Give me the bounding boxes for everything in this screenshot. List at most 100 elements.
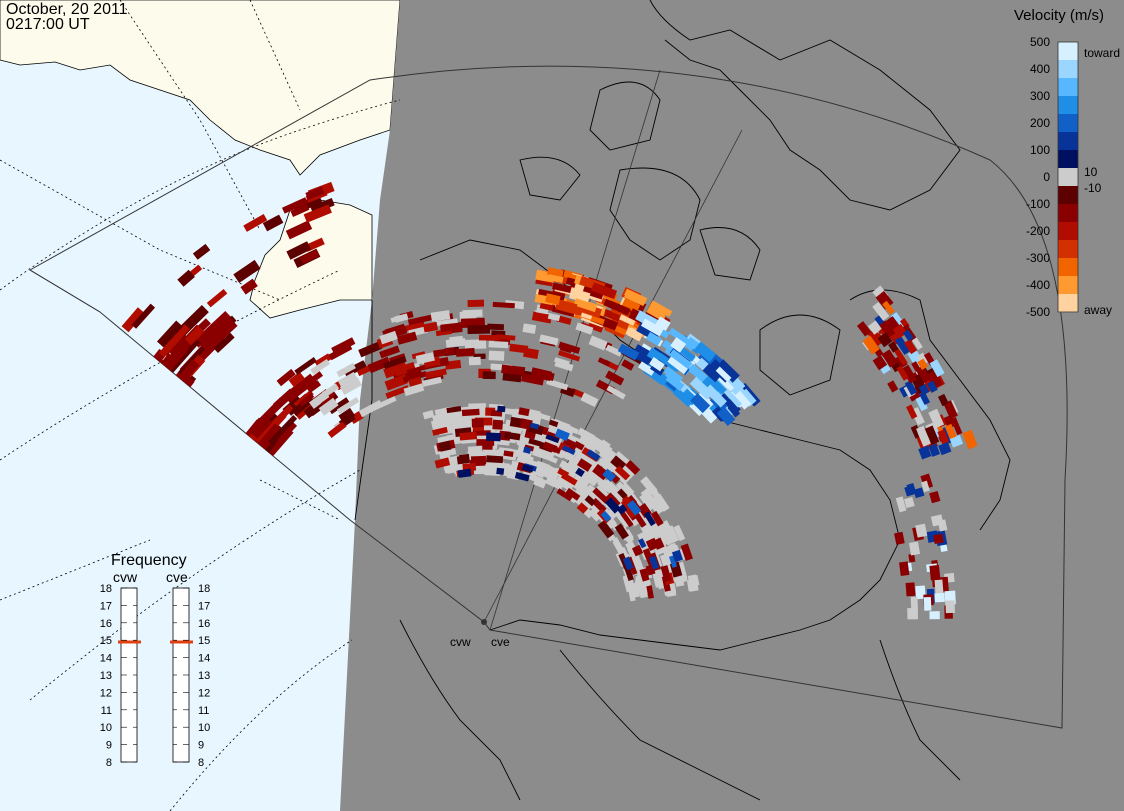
velocity-cell [620, 511, 634, 528]
velocity-cell [926, 380, 938, 393]
velocity-cell [470, 455, 487, 465]
velocity-cell [545, 293, 561, 305]
frequency-tick-right: 13 [198, 670, 210, 682]
velocity-cell [446, 465, 457, 474]
velocity-cell [580, 392, 599, 407]
velocity-cell [928, 443, 941, 457]
velocity-cell [271, 419, 298, 446]
velocity-cell [394, 313, 409, 323]
velocity-cell [290, 203, 310, 218]
velocity-cell [602, 468, 616, 482]
velocity-cell [531, 311, 553, 324]
velocity-cell [418, 376, 442, 388]
velocity-cell [701, 374, 722, 395]
velocity-cell [358, 400, 383, 418]
velocity-cell [617, 343, 640, 361]
velocity-cell [467, 324, 491, 335]
velocity-cell [539, 334, 559, 346]
velocity-cell [631, 544, 644, 557]
radar-label-cve: cve [491, 635, 510, 649]
velocity-cell [561, 437, 578, 452]
velocity-cell [529, 422, 540, 430]
velocity-cell [338, 407, 356, 424]
velocity-cell [666, 525, 680, 543]
velocity-cell [401, 321, 426, 333]
velocity-cell [423, 321, 438, 333]
velocity-cell [919, 391, 931, 405]
velocity-cell [612, 537, 624, 552]
velocity-cell [305, 186, 325, 200]
velocity-cell [509, 343, 529, 354]
velocity-cell [930, 514, 944, 527]
frequency-tick-right: 12 [198, 687, 210, 699]
velocity-cell [888, 341, 899, 353]
velocity-cell [702, 363, 722, 383]
velocity-cell [482, 371, 496, 380]
velocity-cell [604, 309, 621, 322]
frequency-tick-left: 9 [106, 740, 112, 752]
velocity-cell [694, 341, 717, 362]
velocity-cell [620, 499, 635, 515]
velocity-cell [503, 468, 516, 478]
velocity-cell [379, 345, 400, 359]
legend-swatch [1058, 96, 1078, 115]
velocity-cell [310, 359, 331, 375]
legend-swatch [1058, 42, 1078, 61]
velocity-legend: Velocity (m/s) 500 400 300 200 100 0 -100 -200 -… [1014, 7, 1120, 319]
velocity-cell [597, 457, 613, 472]
velocity-cell [233, 259, 261, 283]
velocity-cell [336, 362, 356, 378]
legend-tick-label: -300 [1026, 251, 1050, 265]
velocity-cell [384, 374, 409, 391]
velocity-cell [530, 367, 553, 382]
velocity-cell [545, 434, 560, 443]
velocity-cell [446, 406, 462, 414]
time-label: 0217:00 UT [6, 16, 90, 33]
legend-swatch [1058, 258, 1078, 277]
velocity-cell [690, 393, 711, 414]
legend-swatch [1058, 78, 1078, 97]
frequency-tick-right: 11 [198, 705, 209, 717]
velocity-cell [192, 243, 211, 260]
velocity-cell [881, 349, 898, 368]
velocity-cell [492, 301, 515, 309]
velocity-cell [621, 298, 641, 313]
radar-label-cvw: cvw [450, 635, 471, 649]
velocity-cell [537, 461, 550, 471]
velocity-cell [617, 488, 628, 500]
frequency-label-cve: cve [166, 569, 188, 585]
velocity-cell [286, 241, 312, 260]
velocity-cell [646, 347, 662, 363]
velocity-cell [902, 329, 914, 342]
legend-title: Velocity (m/s) [1014, 7, 1104, 24]
velocity-cell [592, 487, 610, 504]
velocity-cell [558, 341, 581, 354]
velocity-cell [312, 391, 330, 407]
velocity-cell [455, 347, 475, 357]
velocity-cell [928, 408, 945, 429]
velocity-cell [646, 303, 668, 321]
velocity-cell [548, 419, 559, 428]
velocity-cell [652, 572, 661, 588]
legend-inner-tick-10: 10 [1084, 165, 1098, 179]
legend-swatch [1058, 294, 1078, 313]
velocity-cell [882, 300, 895, 315]
velocity-cell [918, 383, 930, 396]
velocity-cell [573, 472, 591, 488]
velocity-cell [406, 366, 423, 380]
legend-tick-label: 0 [1043, 170, 1050, 184]
velocity-cell [660, 565, 672, 583]
velocity-cell [566, 425, 579, 435]
velocity-cell [438, 440, 452, 452]
velocity-cell [597, 520, 615, 539]
velocity-cell [584, 495, 596, 507]
velocity-cell [385, 385, 410, 399]
velocity-cell [131, 303, 156, 329]
velocity-cell [872, 355, 888, 371]
velocity-cell [659, 553, 671, 568]
legend-colorbar [1058, 42, 1078, 313]
velocity-cell [629, 584, 641, 599]
velocity-cell [554, 359, 574, 372]
velocity-cell [433, 347, 455, 358]
velocity-cell [560, 472, 578, 486]
